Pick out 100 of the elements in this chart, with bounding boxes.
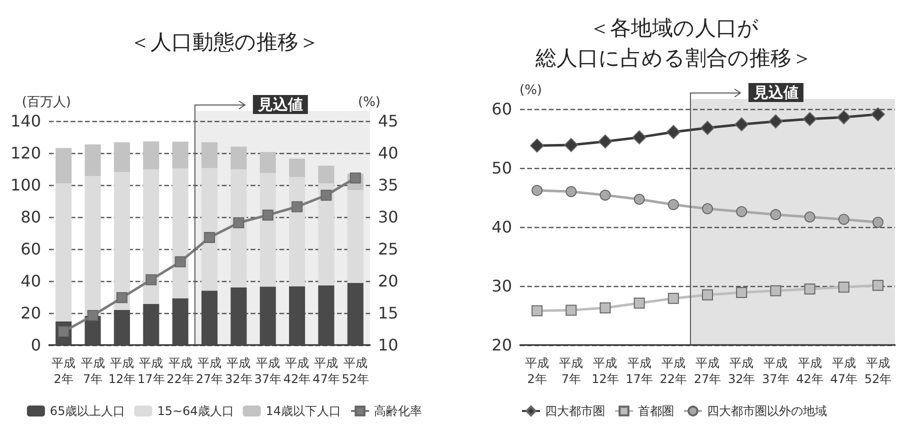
point xyxy=(836,110,851,124)
point xyxy=(600,190,611,201)
point xyxy=(702,203,713,214)
y2-tick-label: 40 xyxy=(378,144,398,162)
y-tick-label: 60 xyxy=(492,100,512,118)
x-tick-label: 平成52年 xyxy=(342,356,370,386)
y-tick-label: 0 xyxy=(30,336,41,354)
y-tick-label: 20 xyxy=(20,304,41,322)
x-tick-label: 平成42年 xyxy=(796,356,824,386)
y-tick-label: 30 xyxy=(492,276,512,296)
bar xyxy=(201,168,218,291)
point xyxy=(530,138,544,153)
x-tick-label: 平成47年 xyxy=(830,356,858,386)
point xyxy=(838,282,850,293)
point xyxy=(804,211,816,222)
point xyxy=(566,186,577,198)
y-axis-title: (百万人) xyxy=(22,95,71,110)
bar xyxy=(84,176,101,316)
point xyxy=(736,286,748,298)
point xyxy=(872,216,884,228)
point xyxy=(768,114,783,128)
y-tick-label: 80 xyxy=(20,208,41,226)
bar xyxy=(172,168,188,298)
point xyxy=(634,298,645,309)
point xyxy=(564,138,578,152)
x-tick-label: 平成17年 xyxy=(137,356,165,386)
point xyxy=(174,256,186,268)
x-tick-label: 平成7年 xyxy=(559,356,584,386)
legend-label: 首都圏 xyxy=(638,404,674,418)
x-tick-label: 平成52年 xyxy=(864,356,892,386)
x-tick-label: 平成37年 xyxy=(254,356,282,386)
bar xyxy=(114,172,130,310)
point xyxy=(700,120,714,135)
x-tick-label: 平成22年 xyxy=(166,356,194,386)
x-tick-label: 平成32年 xyxy=(728,356,756,386)
point xyxy=(838,214,850,225)
y-tick-label: 40 xyxy=(20,272,41,290)
x-tick-label: 平成42年 xyxy=(283,356,311,386)
bar xyxy=(289,158,306,177)
bar xyxy=(114,142,130,172)
y2-tick-label: 35 xyxy=(378,176,398,194)
point xyxy=(87,310,98,322)
y-axis-title: (%) xyxy=(520,83,542,98)
y2-tick-label: 10 xyxy=(378,336,398,354)
x-tick-label: 平成2年 xyxy=(52,356,76,386)
y2-axis-title: (%) xyxy=(358,95,380,110)
point xyxy=(804,283,816,294)
x-tick-label: 平成47年 xyxy=(312,356,340,386)
bar xyxy=(143,141,160,170)
bar xyxy=(172,142,188,168)
point xyxy=(532,184,543,196)
x-tick-label: 平成22年 xyxy=(660,356,688,386)
chart-title: ＜人口動態の推移＞ xyxy=(130,30,320,54)
bar xyxy=(84,144,101,176)
point xyxy=(634,194,645,205)
point xyxy=(668,292,679,304)
point xyxy=(204,232,215,243)
point xyxy=(146,274,157,286)
legend-label: 四大都市圏 xyxy=(545,404,605,418)
x-tick-label: 平成32年 xyxy=(225,356,252,386)
point xyxy=(734,117,749,132)
bar xyxy=(260,152,276,173)
point xyxy=(292,201,303,212)
x-tick-label: 平成12年 xyxy=(592,356,619,386)
legend-label: 高齢化率 xyxy=(374,404,422,418)
bar xyxy=(260,173,276,287)
x-tick-label: 平成27年 xyxy=(196,356,224,386)
y2-tick-label: 15 xyxy=(378,304,398,322)
point xyxy=(116,292,128,304)
point xyxy=(632,130,646,144)
bar xyxy=(318,166,334,184)
bar xyxy=(230,169,247,288)
point xyxy=(802,112,817,126)
point xyxy=(598,134,612,148)
y2-tick-label: 25 xyxy=(378,240,398,258)
point xyxy=(770,285,782,296)
bar xyxy=(347,190,364,283)
x-tick-label: 平成27年 xyxy=(694,356,722,386)
point xyxy=(666,125,680,140)
point xyxy=(872,280,884,291)
point xyxy=(262,210,274,221)
point xyxy=(870,107,885,122)
point xyxy=(532,305,543,316)
bar xyxy=(230,146,247,170)
y2-tick-label: 45 xyxy=(378,112,398,130)
point xyxy=(702,289,713,300)
bar xyxy=(56,148,72,184)
point xyxy=(320,190,332,201)
point xyxy=(233,217,244,228)
bar xyxy=(201,142,218,168)
y-tick-label: 40 xyxy=(492,218,512,236)
x-tick-label: 平成37年 xyxy=(762,356,790,386)
y-tick-label: 20 xyxy=(492,336,512,354)
y-tick-label: 50 xyxy=(492,158,512,178)
point xyxy=(736,206,748,218)
x-tick-label: 平成17年 xyxy=(626,356,653,386)
point xyxy=(668,199,679,210)
band-label: 見込値 xyxy=(752,84,798,102)
y-tick-label: 60 xyxy=(20,240,41,258)
legend-label: 四大都市圏以外の地域 xyxy=(707,404,827,418)
